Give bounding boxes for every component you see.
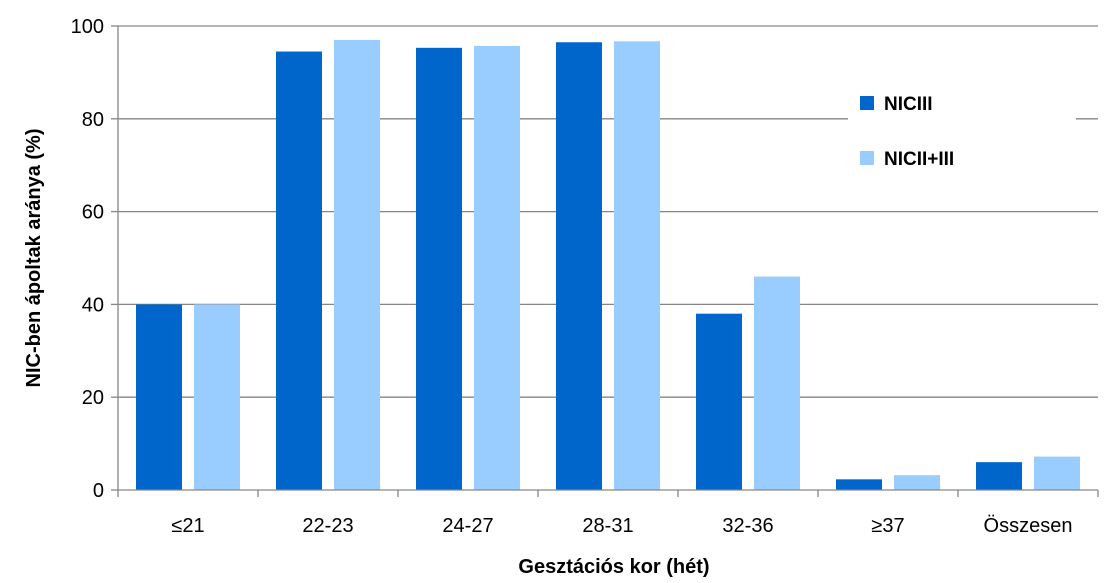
bar-niciii-3 — [556, 42, 602, 491]
x-tick-label-4: 32-36 — [722, 515, 773, 537]
bars — [136, 39, 1080, 491]
bar-nicii-iii-2 — [474, 45, 520, 491]
bar-nicii-iii-5 — [894, 475, 940, 490]
legend-label-nicii-iii: NICII+III — [884, 149, 954, 170]
y-tick-label-100: 100 — [71, 16, 104, 38]
y-tick-labels: 0 20 40 60 80 100 — [71, 16, 104, 502]
x-tick-label-3: 28-31 — [582, 515, 633, 537]
bar-niciii-1 — [276, 51, 322, 491]
y-tick-label-20: 20 — [82, 387, 104, 409]
bar-nicii-iii-1 — [334, 39, 380, 491]
bar-nicii-iii-6 — [1034, 456, 1080, 490]
bar-niciii-0 — [136, 304, 182, 490]
y-tick-label-40: 40 — [82, 294, 104, 316]
x-tick-labels: ≤21 22-23 24-27 28-31 32-36 ≥37 Összesen — [171, 515, 1072, 537]
bar-nicii-iii-0 — [194, 304, 240, 490]
bar-niciii-6 — [976, 462, 1022, 490]
x-tick-label-2: 24-27 — [442, 515, 493, 537]
bar-niciii-5 — [836, 479, 882, 490]
legend: NICIII NICII+III — [848, 84, 1076, 194]
y-tick-label-0: 0 — [93, 480, 104, 502]
y-tick-label-80: 80 — [82, 109, 104, 131]
bar-niciii-2 — [416, 47, 462, 491]
bar-nicii-iii-3 — [614, 41, 660, 490]
gridlines — [118, 25, 1098, 398]
axes — [111, 25, 1099, 497]
x-tick-label-5: ≥37 — [871, 515, 904, 537]
x-tick-label-0: ≤21 — [171, 515, 204, 537]
y-axis-title: NIC-ben ápoltak aránya (%) — [23, 129, 45, 388]
x-axis-title: Gesztációs kor (hét) — [518, 556, 709, 578]
legend-label-niciii: NICIII — [884, 94, 933, 115]
x-tick-label-1: 22-23 — [302, 515, 353, 537]
bar-niciii-4 — [696, 313, 742, 490]
legend-background — [848, 84, 1076, 194]
legend-swatch-niciii — [860, 96, 874, 110]
x-tick-label-6: Összesen — [984, 515, 1073, 537]
legend-swatch-nicii-iii — [860, 151, 874, 165]
y-tick-label-60: 60 — [82, 202, 104, 224]
bar-nicii-iii-4 — [754, 276, 800, 490]
